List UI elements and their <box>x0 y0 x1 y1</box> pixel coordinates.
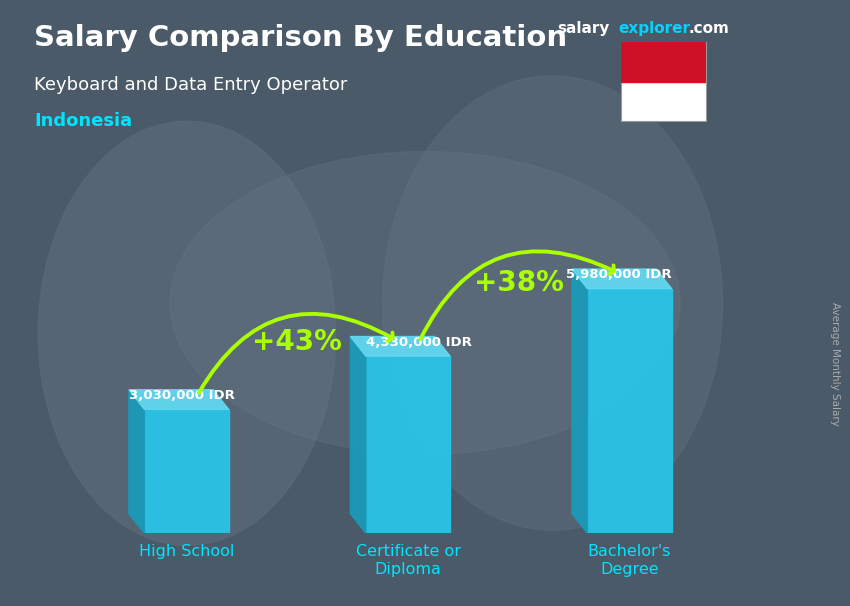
Text: +43%: +43% <box>252 328 343 356</box>
Text: 4,330,000 IDR: 4,330,000 IDR <box>366 336 472 349</box>
Text: Salary Comparison By Education: Salary Comparison By Education <box>34 24 567 52</box>
Bar <box>620 42 706 82</box>
Ellipse shape <box>38 121 336 545</box>
Text: explorer: explorer <box>619 21 691 36</box>
Text: +38%: +38% <box>473 268 564 296</box>
Polygon shape <box>350 336 366 533</box>
Polygon shape <box>144 409 229 533</box>
Text: Average Monthly Salary: Average Monthly Salary <box>830 302 840 425</box>
Polygon shape <box>350 336 450 356</box>
Polygon shape <box>129 390 229 409</box>
Polygon shape <box>572 269 672 288</box>
Polygon shape <box>572 269 587 533</box>
Ellipse shape <box>382 76 722 530</box>
Polygon shape <box>129 390 144 533</box>
Text: salary: salary <box>557 21 609 36</box>
Text: 3,030,000 IDR: 3,030,000 IDR <box>129 389 235 402</box>
Text: 5,980,000 IDR: 5,980,000 IDR <box>565 268 672 281</box>
Polygon shape <box>366 356 450 533</box>
Text: .com: .com <box>688 21 729 36</box>
Ellipse shape <box>170 152 680 454</box>
Polygon shape <box>587 288 672 533</box>
Text: Keyboard and Data Entry Operator: Keyboard and Data Entry Operator <box>34 76 348 94</box>
Text: Indonesia: Indonesia <box>34 112 132 130</box>
